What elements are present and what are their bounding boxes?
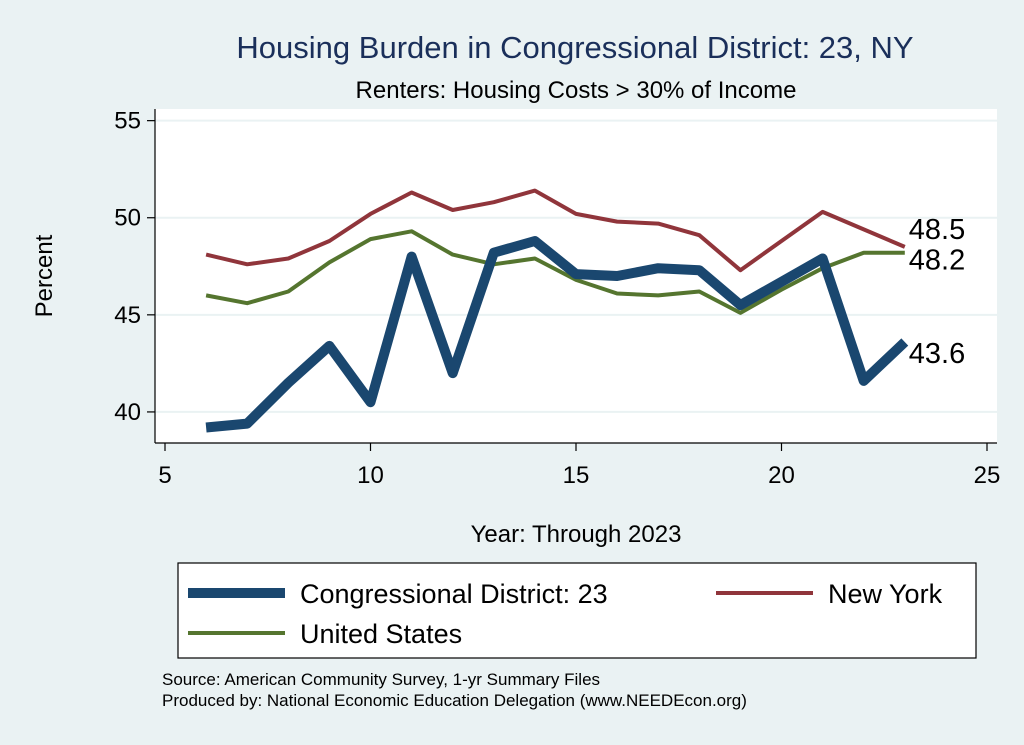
x-tick-label: 5 (158, 462, 171, 489)
y-tick-label: 55 (114, 108, 141, 135)
end-label-congressional-district: 43.6 (909, 338, 965, 370)
end-label-new-york: 48.5 (909, 214, 965, 246)
legend-label-new-york: New York (828, 579, 943, 609)
series-line-congressional-district (205, 236, 909, 433)
x-axis-ticks: 5 10 15 20 25 (158, 443, 1000, 489)
legend-label-congressional-district: Congressional District: 23 (300, 579, 608, 609)
series-line-united-states (205, 229, 905, 315)
x-axis-label: Year: Through 2023 (471, 521, 682, 548)
y-tick-label: 50 (114, 205, 141, 232)
series-lines (205, 188, 909, 433)
legend-box (177, 562, 977, 659)
x-tick-label: 10 (357, 462, 384, 489)
end-labels: 43.6 48.548.2 (909, 214, 965, 370)
y-tick-label: 40 (114, 399, 141, 426)
gridlines (155, 119, 997, 413)
x-tick-label: 15 (563, 462, 590, 489)
y-axis-ticks: 40 45 50 55 (114, 108, 155, 426)
source-note: Source: American Community Survey, 1-yr … (162, 670, 600, 689)
legend-label-united-states: United States (300, 619, 462, 649)
series-line-new-york (205, 188, 906, 273)
legend: Congressional District: 23 New York Unit… (177, 562, 977, 659)
y-axis-label: Percent (31, 234, 58, 317)
y-tick-label: 45 (114, 302, 141, 329)
producer-note: Produced by: National Economic Education… (162, 691, 747, 710)
chart-subtitle: Renters: Housing Costs > 30% of Income (356, 77, 797, 104)
chart-title: Housing Burden in Congressional District… (236, 30, 913, 65)
x-tick-label: 25 (974, 462, 1001, 489)
end-label-united-states: 48.2 (909, 245, 965, 277)
x-tick-label: 20 (768, 462, 795, 489)
